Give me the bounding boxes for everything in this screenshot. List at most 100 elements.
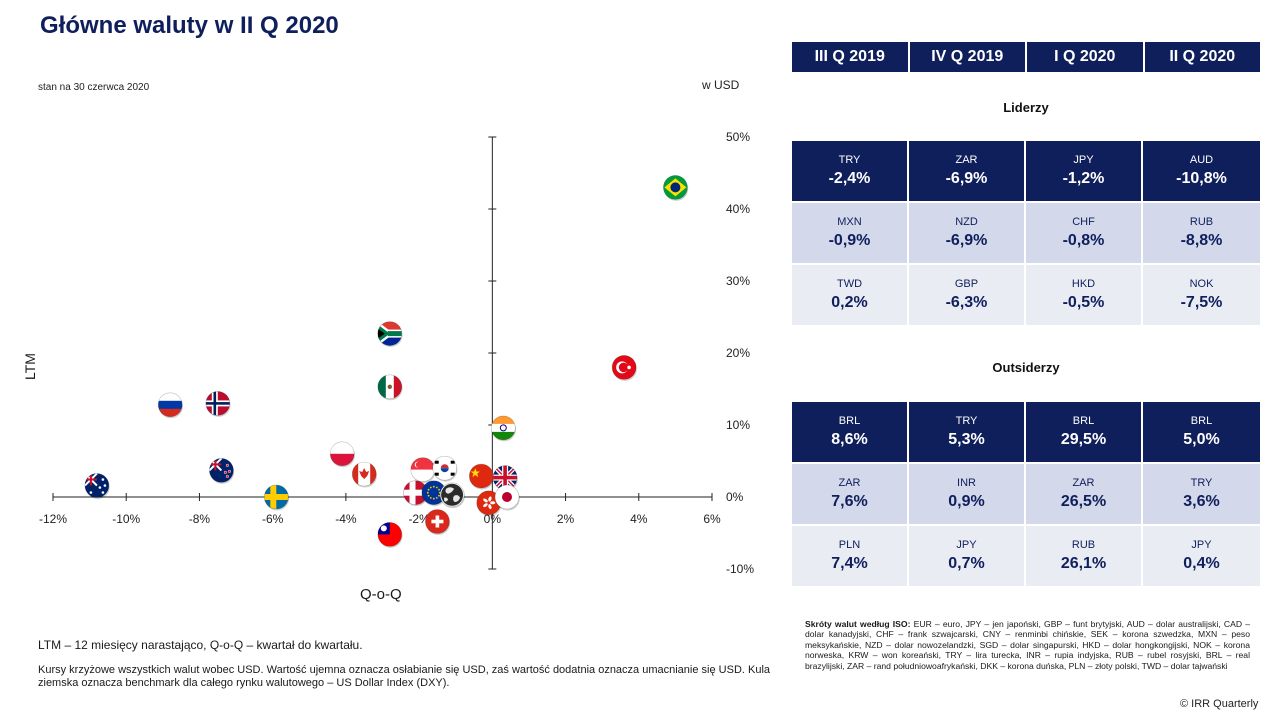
y-tick-label: 10% (726, 418, 750, 432)
currency-code: JPY (1073, 154, 1094, 166)
outsider-cell: BRL 5,0% (1143, 402, 1260, 464)
currency-code: ZAR (1072, 477, 1095, 489)
scatter-chart: -12% -10% -8% -6% -4% -2% 0% 2% 4% 6% -10% 0% 10% 20%… (39, 130, 754, 576)
flag-point-mxn (377, 374, 403, 401)
currency-change-value: 0,9% (948, 493, 985, 510)
y-tick-label: 40% (726, 202, 750, 216)
currency-code: MXN (837, 216, 862, 228)
currency-code: JPY (956, 539, 977, 551)
outsider-cell: BRL 29,5% (1026, 402, 1143, 464)
currency-code: TRY (1190, 477, 1213, 489)
x-tick-label: 4% (630, 512, 648, 526)
outsiders-table: BRL 8,6% TRY 5,3% BRL 29,5% BRL 5,0% ZAR 7,6% INR 0… (792, 402, 1260, 588)
outsider-cell: INR 0,9% (909, 464, 1026, 526)
as-of-date: stan na 30 czerwca 2020 (38, 82, 150, 93)
currency-code: BRL (1072, 415, 1095, 427)
quarter-header-cell: IV Q 2019 (909, 42, 1027, 72)
explanation-note: Kursy krzyżowe wszystkich walut wobec US… (38, 664, 771, 689)
x-tick-label: -12% (39, 512, 67, 526)
leader-cell: AUD -10,8% (1143, 141, 1260, 203)
currency-change-value: -7,5% (1180, 294, 1223, 311)
currency-change-value: 5,0% (1183, 431, 1220, 448)
currency-code: NZD (955, 216, 978, 228)
currency-code: BRL (1190, 415, 1213, 427)
currency-code: TRY (838, 154, 861, 166)
copyright: © IRR Quarterly (1180, 698, 1259, 710)
currency-code: CHF (1072, 216, 1095, 228)
flag-point-pln (329, 441, 355, 468)
flag-point-try (611, 355, 637, 381)
leader-cell: NOK -7,5% (1143, 265, 1260, 327)
outsider-cell: TRY 3,6% (1143, 464, 1260, 526)
leader-cell: HKD -0,5% (1026, 265, 1143, 327)
x-tick-label: 6% (703, 512, 721, 526)
quarter-header-cell: I Q 2020 (1027, 42, 1145, 72)
flag-point-jpy (494, 484, 520, 511)
currency-change-value: 7,4% (831, 555, 868, 572)
currency-change-value: 0,4% (1183, 555, 1220, 572)
currency-code: JPY (1191, 539, 1212, 551)
flag-point-rub (157, 392, 183, 419)
currency-code: INR (957, 477, 976, 489)
ltm-definition-note: LTM – 12 miesięcy narastająco, Q-o-Q – k… (38, 638, 363, 652)
y-tick-label: 50% (726, 130, 750, 144)
flag-point-gbp (492, 465, 518, 492)
outsider-cell: BRL 8,6% (792, 402, 909, 464)
leader-cell: MXN -0,9% (792, 203, 909, 265)
quarter-header: III Q 2019 IV Q 2019 I Q 2020 II Q 2020 (792, 42, 1260, 72)
x-tick-label: -6% (262, 512, 284, 526)
outsiders-title: Outsiderzy (992, 360, 1060, 375)
leader-cell: TWD 0,2% (792, 265, 909, 327)
outsider-cell: ZAR 26,5% (1026, 464, 1143, 526)
currency-change-value: -0,5% (1062, 294, 1105, 311)
outsider-cell: TRY 5,3% (909, 402, 1026, 464)
flag-point-inr (490, 415, 517, 442)
x-tick-label: -10% (112, 512, 140, 526)
leader-cell: TRY -2,4% (792, 141, 909, 203)
flag-point-chf (425, 509, 451, 535)
iso-codes-title: Skróty walut według ISO: (805, 619, 911, 629)
currency-change-value: 0,7% (948, 555, 985, 572)
leader-cell: NZD -6,9% (909, 203, 1026, 265)
currency-code: ZAR (838, 477, 861, 489)
currency-code: NOK (1189, 278, 1214, 290)
currency-change-value: -8,8% (1180, 232, 1223, 249)
iso-codes-text: EUR – euro, JPY – jen japoński, GBP – fu… (805, 619, 1251, 671)
x-axis-label: Q-o-Q (360, 586, 402, 603)
x-tick-label: -2% (408, 512, 430, 526)
page-title: Główne waluty w II Q 2020 (40, 12, 339, 39)
outsider-cell: JPY 0,7% (909, 526, 1026, 588)
flag-point-zar (377, 321, 403, 348)
flag-point-cad (351, 461, 377, 488)
currency-change-value: -10,8% (1176, 170, 1227, 187)
currency-change-value: -1,2% (1062, 170, 1105, 187)
x-tick-label: 2% (557, 512, 575, 526)
flag-point-twd (377, 522, 403, 548)
outsider-cell: RUB 26,1% (1026, 526, 1143, 588)
currency-code: TRY (955, 415, 978, 427)
outsider-cell: ZAR 7,6% (792, 464, 909, 526)
currency-change-value: -0,9% (828, 232, 871, 249)
leaders-table: TRY -2,4% ZAR -6,9% JPY -1,2% AUD -10,8% MXN -0,9… (792, 141, 1260, 327)
flag-point-nok (205, 391, 231, 417)
flag-point-aud (84, 473, 110, 499)
quarter-header-cell: II Q 2020 (1144, 42, 1260, 72)
x-tick-label: 0% (484, 512, 502, 526)
currency-code: ZAR (955, 154, 978, 166)
y-tick-label: 30% (726, 274, 750, 288)
currency-code: BRL (838, 415, 861, 427)
currency-code: RUB (1071, 539, 1096, 551)
flag-point-nzd (209, 458, 235, 484)
currency-change-value: 8,6% (831, 431, 868, 448)
currency-code: GBP (954, 278, 979, 290)
leader-cell: CHF -0,8% (1026, 203, 1143, 265)
currency-change-value: -0,8% (1062, 232, 1105, 249)
outsider-cell: JPY 0,4% (1143, 526, 1260, 588)
currency-change-value: 26,1% (1060, 555, 1107, 572)
leaders-title: Liderzy (1003, 100, 1049, 115)
x-tick-label: -8% (189, 512, 211, 526)
currency-change-value: -6,9% (945, 170, 988, 187)
currency-code: PLN (838, 539, 861, 551)
unit-label: w USD (702, 78, 740, 92)
flag-point-cny (468, 463, 495, 490)
